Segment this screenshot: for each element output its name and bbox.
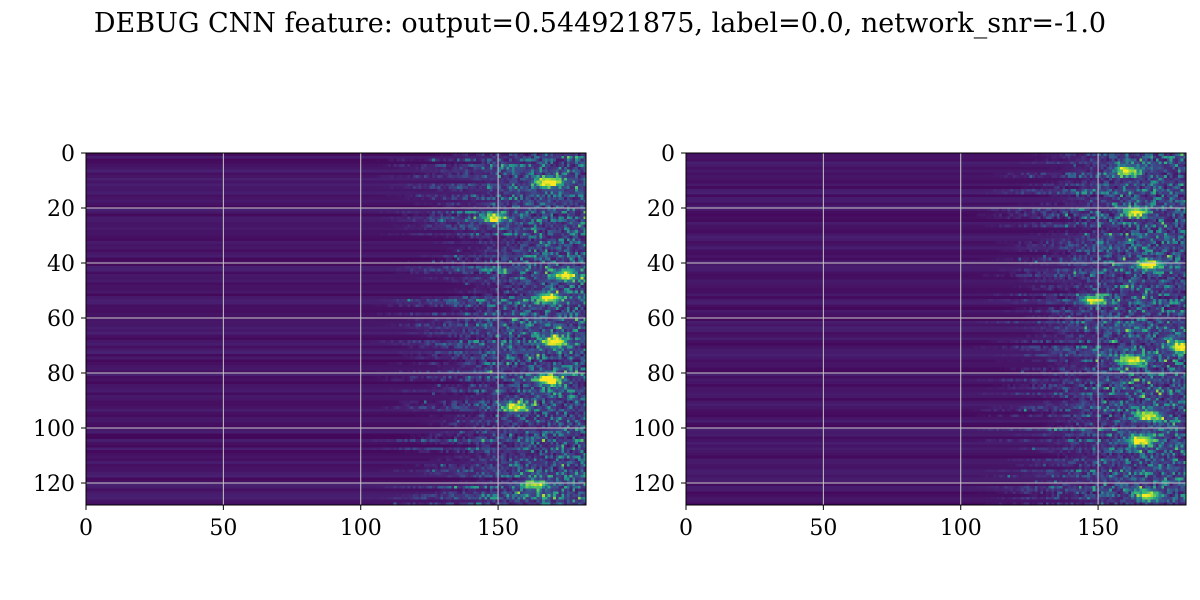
- y-tick-label: 0: [61, 142, 75, 167]
- y-tick-label: 100: [633, 417, 675, 442]
- y-tick-label: 0: [661, 142, 675, 167]
- x-tick-label: 50: [209, 516, 237, 541]
- heatmap-image: [686, 153, 1186, 505]
- y-tick-label: 120: [633, 472, 675, 497]
- y-tick-label: 80: [647, 362, 675, 387]
- y-tick-label: 20: [647, 197, 675, 222]
- heatmap-panel-left: 0 50 100 150 0 20 40 60 80 100 120: [33, 142, 587, 541]
- y-tick-label: 80: [47, 362, 75, 387]
- y-tick-label: 60: [47, 307, 75, 332]
- heatmap-image: [86, 153, 586, 505]
- x-tick-label: 100: [340, 516, 382, 541]
- x-tick-label: 150: [477, 516, 519, 541]
- x-tick-label: 100: [940, 516, 982, 541]
- x-tick-label: 50: [809, 516, 837, 541]
- y-tick-label: 40: [647, 252, 675, 277]
- y-tick-label: 120: [33, 472, 75, 497]
- x-tick-label: 150: [1077, 516, 1119, 541]
- y-tick-label: 60: [647, 307, 675, 332]
- axes-frame: [85, 152, 587, 506]
- y-tick-label: 100: [33, 417, 75, 442]
- heatmap-panel-right: 0 50 100 150 0 20 40 60 80 100 120: [633, 142, 1187, 541]
- y-tick-label: 20: [47, 197, 75, 222]
- y-tick-label: 40: [47, 252, 75, 277]
- x-tick-label: 0: [79, 516, 93, 541]
- axes-frame: [685, 152, 1187, 506]
- figure-title: DEBUG CNN feature: output=0.544921875, l…: [93, 8, 1107, 39]
- x-tick-label: 0: [679, 516, 693, 541]
